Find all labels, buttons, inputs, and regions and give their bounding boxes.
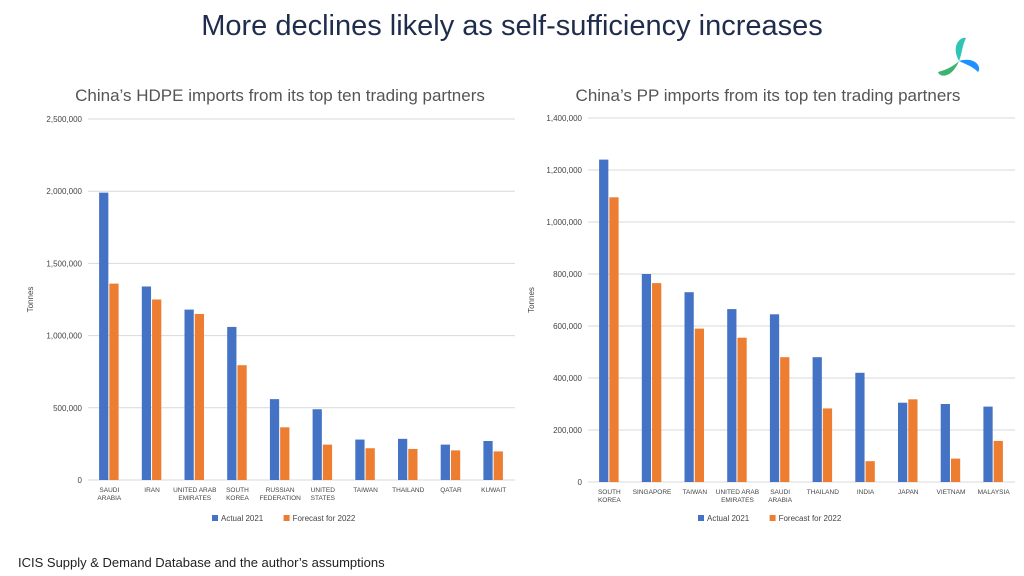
legend-label: Forecast for 2022 [293, 514, 356, 523]
legend-swatch [769, 515, 776, 521]
bar-actual-2021 [641, 274, 652, 482]
chart-title: China’s PP imports from its top ten trad… [576, 86, 961, 105]
x-tick-label: UNITED ARAB EMIRATES [716, 489, 759, 504]
x-tick-label: MALAYSIA [978, 489, 1011, 496]
bar-forecast-2022 [365, 448, 375, 480]
bar-actual-2021 [483, 441, 493, 480]
bar-actual-2021 [269, 399, 280, 480]
x-tick-label: UNITED STATES [311, 487, 336, 502]
bar-actual-2021 [812, 357, 822, 482]
bar-actual-2021 [769, 314, 780, 482]
y-axis-label: Tonnes [527, 287, 536, 313]
x-tick-label: RUSSIAN FEDERATION [259, 487, 301, 502]
x-tick-label: SAUDI ARABIA [768, 489, 793, 504]
y-tick-label: 2,000,000 [46, 187, 82, 196]
bar-forecast-2022 [450, 450, 461, 480]
bar-forecast-2022 [408, 448, 418, 480]
bar-actual-2021 [940, 404, 950, 482]
bar-actual-2021 [983, 406, 993, 482]
bar-actual-2021 [184, 309, 194, 480]
bar-forecast-2022 [780, 357, 790, 482]
bar-actual-2021 [684, 292, 694, 482]
bar-forecast-2022 [322, 444, 333, 480]
bar-actual-2021 [599, 159, 609, 482]
y-tick-label: 1,500,000 [46, 259, 82, 268]
y-tick-label: 1,200,000 [546, 166, 582, 175]
legend-swatch [283, 515, 290, 521]
x-tick-label: KUWAIT [481, 487, 506, 494]
y-tick-label: 1,000,000 [546, 218, 582, 227]
bar-forecast-2022 [822, 408, 833, 482]
bar-actual-2021 [898, 402, 908, 482]
bar-actual-2021 [727, 309, 737, 482]
bar-actual-2021 [99, 192, 109, 481]
y-axis-label: Tonnes [26, 287, 35, 313]
y-tick-label: 500,000 [53, 404, 82, 413]
legend-swatch [212, 515, 218, 521]
x-tick-label: VIETNAM [936, 489, 965, 496]
x-tick-label: QATAR [440, 487, 462, 494]
bar-forecast-2022 [865, 461, 875, 482]
bar-actual-2021 [141, 286, 152, 480]
icis-swirl-icon [938, 37, 980, 76]
bar-forecast-2022 [993, 440, 1003, 482]
x-tick-label: UNITED ARAB EMIRATES [173, 487, 216, 502]
x-tick-label: SOUTH KOREA [226, 487, 249, 502]
bar-forecast-2022 [694, 328, 704, 482]
bar-forecast-2022 [652, 283, 662, 482]
bar-actual-2021 [440, 444, 450, 480]
slide-title: More declines likely as self-sufficiency… [201, 10, 823, 42]
bar-forecast-2022 [194, 313, 204, 480]
y-tick-label: 800,000 [553, 270, 582, 279]
bar-forecast-2022 [908, 399, 918, 482]
y-tick-label: 0 [78, 476, 83, 485]
x-tick-label: SOUTH KOREA [598, 489, 621, 504]
legend-swatch [698, 515, 704, 521]
legend-label: Actual 2021 [221, 514, 264, 523]
y-tick-label: 200,000 [553, 426, 582, 435]
bar-actual-2021 [312, 409, 322, 480]
bar-forecast-2022 [109, 283, 119, 480]
x-tick-label: TAIWAN [353, 487, 378, 494]
bar-forecast-2022 [237, 365, 247, 480]
x-tick-label: SINGAPORE [633, 489, 672, 496]
y-tick-label: 600,000 [553, 322, 582, 331]
y-tick-label: 1,000,000 [46, 332, 82, 341]
x-tick-label: THAILAND [392, 487, 424, 494]
x-tick-label: IRAN [144, 487, 160, 494]
x-tick-label: INDIA [857, 489, 875, 496]
bar-actual-2021 [355, 439, 365, 480]
bar-actual-2021 [855, 372, 865, 482]
bar-actual-2021 [227, 326, 237, 480]
x-tick-label: TAIWAN [682, 489, 707, 496]
bar-forecast-2022 [950, 458, 961, 482]
y-tick-label: 0 [578, 478, 583, 487]
bar-actual-2021 [398, 438, 408, 480]
source-note: ICIS Supply & Demand Database and the au… [18, 555, 385, 570]
bar-forecast-2022 [280, 427, 290, 480]
y-tick-label: 2,500,000 [46, 115, 82, 124]
y-tick-label: 400,000 [553, 374, 582, 383]
bar-forecast-2022 [609, 197, 619, 483]
bar-forecast-2022 [493, 451, 503, 480]
x-tick-label: SAUDI ARABIA [97, 487, 122, 502]
x-tick-label: THAILAND [807, 489, 839, 496]
x-tick-label: JAPAN [898, 489, 919, 496]
bar-forecast-2022 [737, 337, 747, 482]
legend-label: Actual 2021 [707, 514, 750, 523]
chart-title: China’s HDPE imports from its top ten tr… [75, 86, 485, 105]
bar-forecast-2022 [152, 299, 162, 480]
y-tick-label: 1,400,000 [546, 114, 582, 123]
legend-label: Forecast for 2022 [779, 514, 842, 523]
